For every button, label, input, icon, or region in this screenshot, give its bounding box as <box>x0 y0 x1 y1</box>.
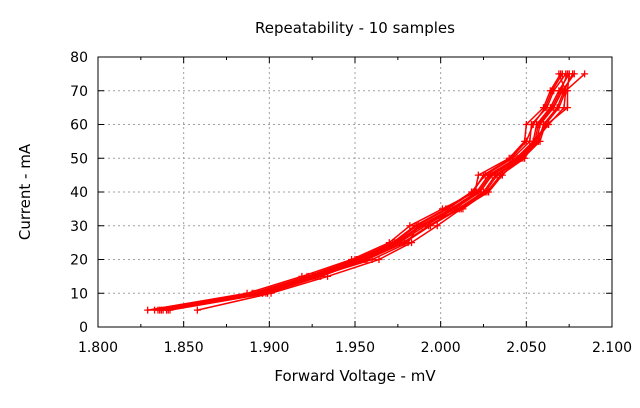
data-point <box>545 121 553 128</box>
x-tick-label: 1.800 <box>78 340 118 356</box>
data-point <box>144 306 152 314</box>
data-point <box>459 205 467 213</box>
y-tick-label: 20 <box>70 253 88 269</box>
data-point <box>548 87 556 95</box>
data-point <box>368 256 376 263</box>
grid <box>98 57 612 327</box>
x-tick-label: 2.000 <box>421 340 461 356</box>
y-axis-label: Current - mA <box>16 143 34 240</box>
data-point <box>433 222 441 230</box>
data-point <box>507 154 515 162</box>
series-10 <box>156 70 570 314</box>
x-tick-label: 2.050 <box>506 340 546 356</box>
series-4 <box>163 70 578 314</box>
y-tick-label: 10 <box>70 286 88 302</box>
data-point <box>497 171 505 179</box>
x-tick-label: 2.100 <box>592 340 632 356</box>
data-point <box>560 104 568 112</box>
data-point <box>313 272 321 280</box>
data-point <box>425 222 433 230</box>
x-tick-label: 1.850 <box>164 340 204 356</box>
x-tick-label: 1.900 <box>249 340 289 356</box>
data-point <box>483 188 491 196</box>
data-point <box>480 171 487 179</box>
data-point <box>375 256 383 263</box>
data-point <box>414 222 422 230</box>
series-line <box>169 73 586 311</box>
data-point <box>156 306 164 314</box>
x-axis-label: Forward Voltage - mV <box>274 367 436 385</box>
data-point <box>581 70 589 78</box>
data-point <box>324 272 332 280</box>
y-tick-label: 40 <box>70 185 88 201</box>
series-3 <box>157 70 573 314</box>
y-tick-label: 80 <box>70 50 88 66</box>
data-point <box>164 306 172 314</box>
data-point <box>531 137 539 145</box>
data-point <box>258 289 266 297</box>
y-tick-label: 30 <box>70 219 88 235</box>
ticks: 0 10 20 30 40 50 60 70 80 1.800 1.850 1.900 1.950 2.0… <box>70 50 632 356</box>
y-tick-label: 50 <box>70 151 88 167</box>
data-point <box>404 239 412 247</box>
data-point <box>562 87 570 95</box>
chart-title: Repeatability - 10 samples <box>255 19 455 37</box>
x-tick-label: 1.950 <box>335 340 375 356</box>
y-tick-label: 70 <box>70 84 88 100</box>
data-point <box>555 70 563 78</box>
data-point <box>541 104 549 112</box>
y-tick-label: 60 <box>70 118 88 134</box>
data-point <box>522 137 530 145</box>
data-point <box>521 154 529 162</box>
data-point <box>565 70 573 78</box>
data-point <box>193 306 201 314</box>
data-point <box>553 104 561 112</box>
plot-frame <box>97 56 613 328</box>
series-group <box>144 70 589 314</box>
y-tick-label: 0 <box>79 320 88 336</box>
